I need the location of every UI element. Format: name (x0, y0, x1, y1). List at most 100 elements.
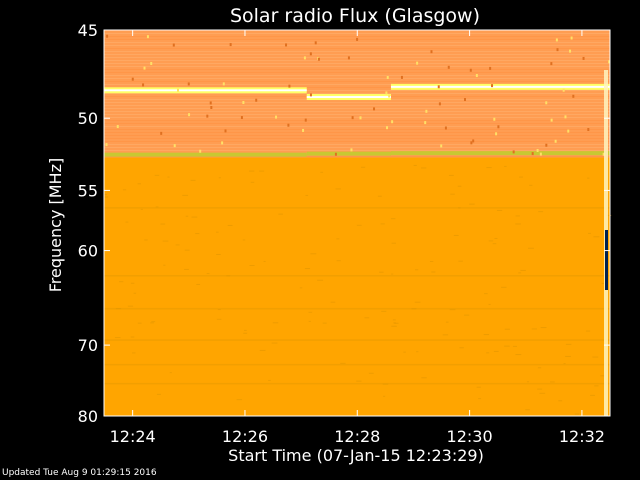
spectrum-speck (391, 325, 397, 327)
y-axis-label: Frequency [MHz] (46, 158, 65, 292)
interference-speck (556, 48, 559, 52)
interference-speck (240, 116, 243, 120)
interference-speck (430, 50, 433, 54)
spectrum-speck (484, 293, 488, 295)
spectrum-speck (154, 174, 160, 176)
spectrum-speck (127, 305, 134, 307)
interference-stripe (104, 69, 610, 70)
spectrum-speck (414, 301, 421, 303)
spectrum-speck (227, 224, 233, 226)
interference-speck (567, 129, 570, 133)
interference-stripe (104, 147, 610, 148)
interference-speck (495, 132, 498, 136)
interference-stripe (104, 156, 610, 157)
spectrum-speck (114, 337, 121, 339)
interference-speck (545, 101, 548, 105)
interference-speck (512, 150, 515, 154)
interference-speck (317, 57, 320, 61)
spectrum-speck (527, 247, 534, 249)
interference-speck (255, 98, 258, 102)
spectrum-speck (272, 322, 279, 324)
spectrum-speck (416, 351, 419, 353)
interference-speck (437, 85, 440, 89)
interference-speck (287, 123, 290, 127)
spectrum-speck (278, 213, 283, 215)
spectrum-speck (125, 221, 129, 223)
interference-speck (531, 152, 534, 156)
interference-stripe (104, 72, 610, 73)
x-tick-label: 12:32 (559, 427, 605, 446)
interference-speck (564, 115, 567, 119)
spectrum-speck (243, 332, 248, 334)
interference-stripe (104, 57, 610, 58)
interference-speck (288, 84, 291, 88)
spectrum-speck (391, 242, 396, 244)
spectrum-speck (458, 260, 463, 262)
interference-stripe (104, 102, 610, 103)
interference-stripe (104, 90, 610, 91)
faint-trace (104, 382, 610, 385)
interference-speck (472, 139, 475, 143)
spectrum-speck (429, 260, 434, 262)
spectrum-speck (140, 208, 143, 210)
spectrum-speck (442, 334, 449, 336)
x-axis-ticks: 12:24 12:26 12:28 12:30 12:32 (110, 30, 605, 446)
interference-stripe (104, 75, 610, 76)
interference-speck (400, 75, 403, 79)
spectrum-speck (259, 170, 265, 172)
spectrum-speck (592, 356, 599, 358)
faint-trace (104, 339, 610, 341)
interference-stripe (104, 87, 610, 88)
spectrum-speck (182, 194, 189, 196)
spectrum-speck (483, 334, 490, 336)
interference-speck (463, 98, 466, 102)
spectrum-speck (206, 273, 210, 275)
interference-stripe (104, 138, 610, 139)
interference-speck (386, 75, 389, 79)
spectrum-speck (421, 167, 427, 169)
spectrum-speck (130, 282, 135, 284)
band-edge-line (104, 152, 307, 157)
spectrum-speck (464, 314, 470, 316)
spectrum-speck (250, 181, 255, 183)
interference-speck (554, 139, 557, 143)
spectrum-speck (185, 215, 189, 217)
spectrum-speck (587, 177, 590, 179)
interference-speck (221, 141, 224, 145)
spectrum-speck (335, 188, 341, 190)
spectrum-speck (195, 233, 200, 235)
x-tick-label: 12:26 (222, 427, 268, 446)
interference-speck (469, 68, 472, 72)
interference-speck (176, 88, 179, 92)
spectrum-speck (151, 321, 156, 323)
interference-stripe (104, 54, 610, 55)
spectrum-speck (504, 345, 510, 347)
spectrum-speck (137, 322, 142, 324)
spectrum-speck (585, 330, 591, 332)
interference-speck (150, 61, 153, 65)
spectrum-speck (130, 336, 135, 338)
spectrum-speck (340, 362, 346, 364)
spectrum-speck (364, 317, 370, 319)
spectrum-speck (308, 311, 313, 313)
spectrum-speck (360, 166, 366, 168)
spectrum-speck (155, 206, 159, 208)
interference-speck (582, 56, 585, 60)
interference-speck (602, 152, 605, 156)
faint-trace (104, 363, 610, 366)
interference-speck (572, 94, 575, 98)
spectrum-speck (382, 383, 389, 385)
spectrum-speck (162, 240, 169, 242)
interference-speck (391, 120, 394, 124)
interference-stripe (104, 108, 610, 109)
spectrum-speck (377, 195, 382, 197)
interference-speck (206, 114, 209, 118)
spectrum-speck (537, 367, 542, 369)
spectrum-speck (218, 177, 221, 179)
y-tick-label: 50 (78, 109, 98, 128)
interference-speck (489, 66, 492, 70)
spectrum-speck (459, 347, 464, 349)
faint-trace (104, 207, 610, 209)
interference-speck (555, 38, 558, 42)
interference-speck (388, 94, 391, 98)
